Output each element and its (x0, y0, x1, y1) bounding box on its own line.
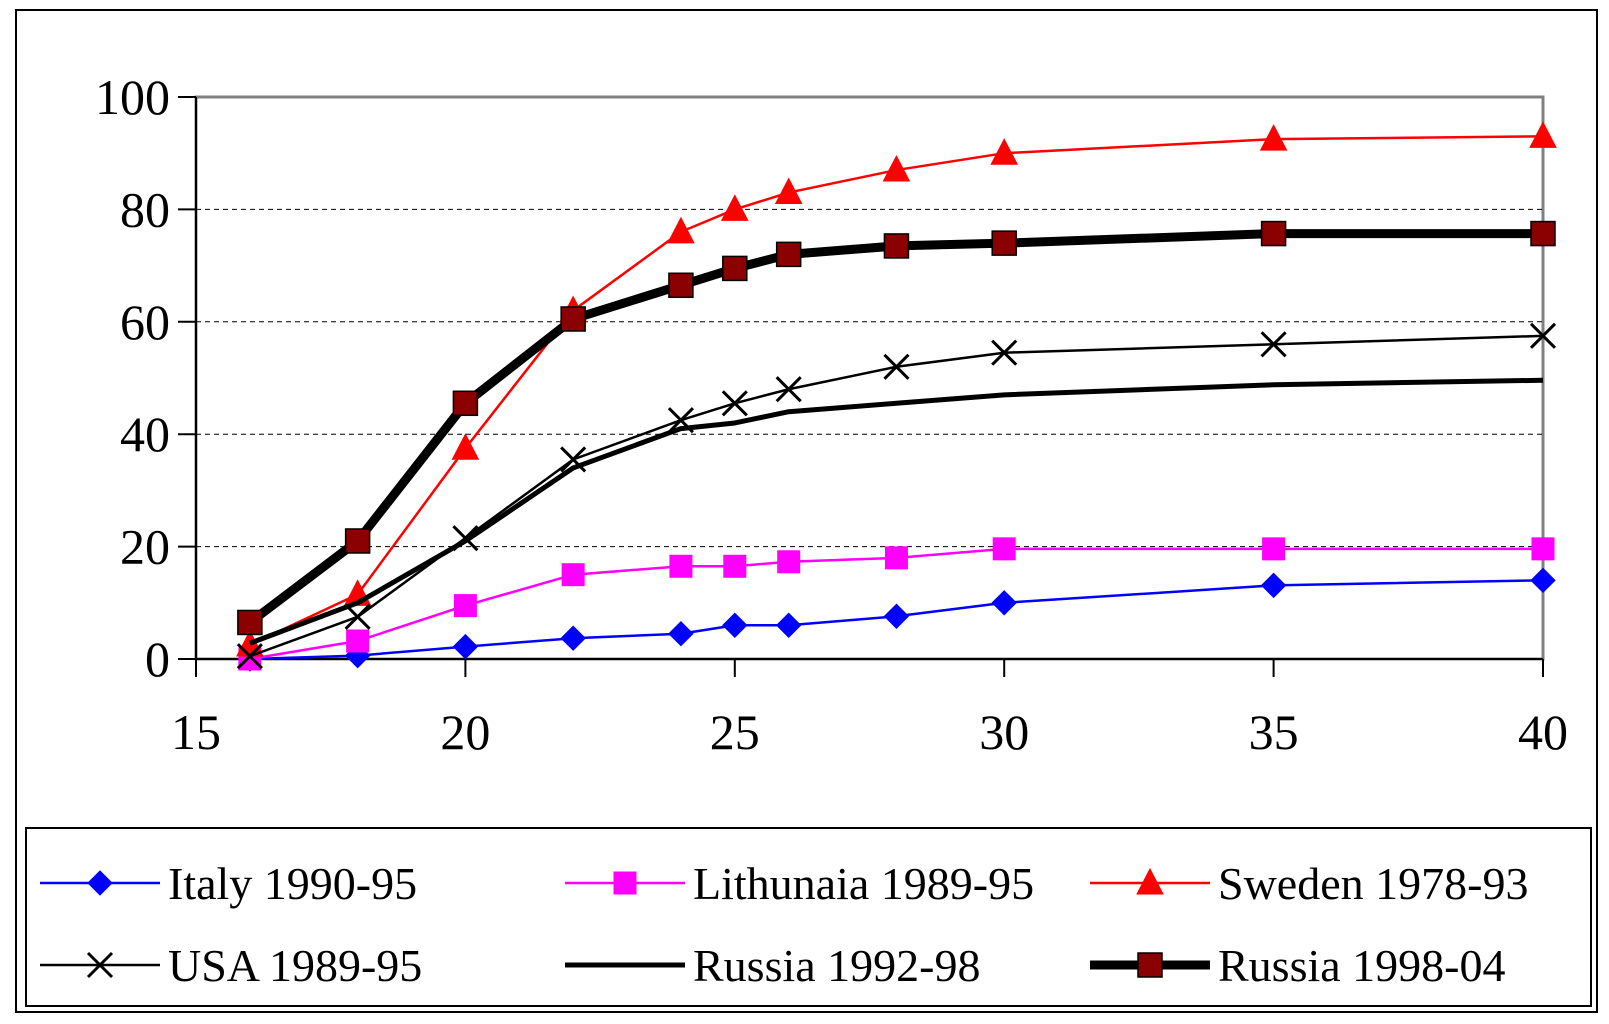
data-point-diamond (87, 870, 113, 896)
data-point-square (237, 609, 263, 636)
data-point-triangle (720, 194, 749, 221)
data-point-x (721, 390, 748, 417)
data-point-square (346, 629, 370, 653)
x-tick-label: 30 (979, 704, 1029, 760)
data-point-square (1531, 537, 1555, 561)
legend-label: USA 1989-95 (168, 940, 422, 991)
data-point-triangle (1259, 124, 1288, 151)
axes: 0 20 40 60 80 100 15 20 25 30 35 40 (95, 69, 1568, 760)
legend-label: Russia 1998-04 (1218, 940, 1506, 991)
data-point-triangle (774, 177, 803, 205)
data-point-x (236, 643, 263, 670)
data-point-x (883, 353, 910, 380)
y-tick-label: 80 (120, 181, 170, 237)
data-point-x (344, 603, 371, 630)
data-point-diamond (1530, 567, 1556, 594)
legend: Italy 1990-95 Lithunaia 1989-95 Sweden 197… (40, 858, 1528, 991)
data-point-triangle (990, 138, 1019, 165)
data-point-diamond (722, 612, 748, 638)
data-point-square (722, 255, 748, 282)
legend-label: Russia 1992-98 (693, 940, 981, 991)
data-point-diamond (991, 590, 1017, 616)
data-point-triangle (1529, 121, 1557, 148)
data-point-square (1137, 952, 1163, 978)
data-point-triangle (1136, 867, 1164, 895)
legend-label: Italy 1990-95 (168, 858, 417, 909)
data-point-square (1260, 220, 1287, 247)
data-point-diamond (1260, 572, 1287, 599)
data-point-square (992, 537, 1016, 561)
data-point-diamond (883, 603, 910, 629)
data-point-square (344, 528, 371, 554)
legend-label: Lithunaia 1989-95 (693, 858, 1034, 909)
y-tick-label: 60 (120, 294, 170, 350)
legend-label: Sweden 1978-93 (1218, 858, 1528, 909)
plot-area (194, 95, 1545, 661)
series-5 (237, 220, 1556, 636)
data-point-x (1260, 331, 1287, 358)
x-tick-label: 25 (710, 704, 760, 760)
data-point-square (884, 546, 908, 570)
series (236, 121, 1557, 672)
legend-item: Lithunaia 1989-95 (565, 858, 1034, 909)
y-tick-label: 100 (95, 69, 170, 125)
y-tick-label: 40 (120, 406, 170, 462)
data-point-square (777, 550, 801, 574)
data-point-diamond (560, 625, 586, 651)
series-1 (238, 537, 1555, 671)
data-point-x (1529, 322, 1557, 349)
data-point-square (668, 272, 694, 299)
data-point-square (883, 233, 910, 259)
data-point-square (452, 390, 479, 417)
data-point-triangle (882, 154, 911, 182)
legend-item: Sweden 1978-93 (1090, 858, 1528, 909)
series-4 (249, 377, 1544, 646)
data-point-x (991, 339, 1018, 366)
data-point-triangle (451, 433, 480, 460)
data-point-square (723, 554, 747, 578)
legend-item: Italy 1990-95 (40, 858, 417, 909)
data-point-square (1530, 220, 1556, 247)
data-point-triangle (667, 216, 695, 244)
legend-box (25, 827, 1592, 1007)
data-point-square (453, 594, 477, 618)
y-tick-label: 0 (145, 631, 170, 687)
legend-item: Russia 1998-04 (1090, 940, 1506, 991)
data-point-x (86, 951, 114, 979)
x-tick-label: 20 (440, 704, 490, 760)
legend-item: Russia 1992-98 (565, 940, 981, 991)
data-point-diamond (452, 633, 479, 660)
data-point-square (561, 563, 585, 587)
data-point-x (775, 376, 802, 403)
data-point-square (775, 241, 802, 268)
data-point-square (669, 554, 693, 578)
x-tick-label: 40 (1518, 704, 1568, 760)
data-point-square (991, 230, 1017, 256)
data-point-square (613, 871, 637, 895)
data-point-diamond (668, 621, 694, 647)
series-line (249, 377, 1544, 646)
data-point-square (560, 306, 586, 332)
data-point-square (1262, 537, 1286, 561)
x-tick-label: 35 (1249, 704, 1299, 760)
legend-item: USA 1989-95 (40, 940, 422, 991)
data-point-diamond (775, 612, 802, 638)
x-tick-label: 15 (171, 704, 221, 760)
y-tick-label: 20 (120, 519, 170, 575)
